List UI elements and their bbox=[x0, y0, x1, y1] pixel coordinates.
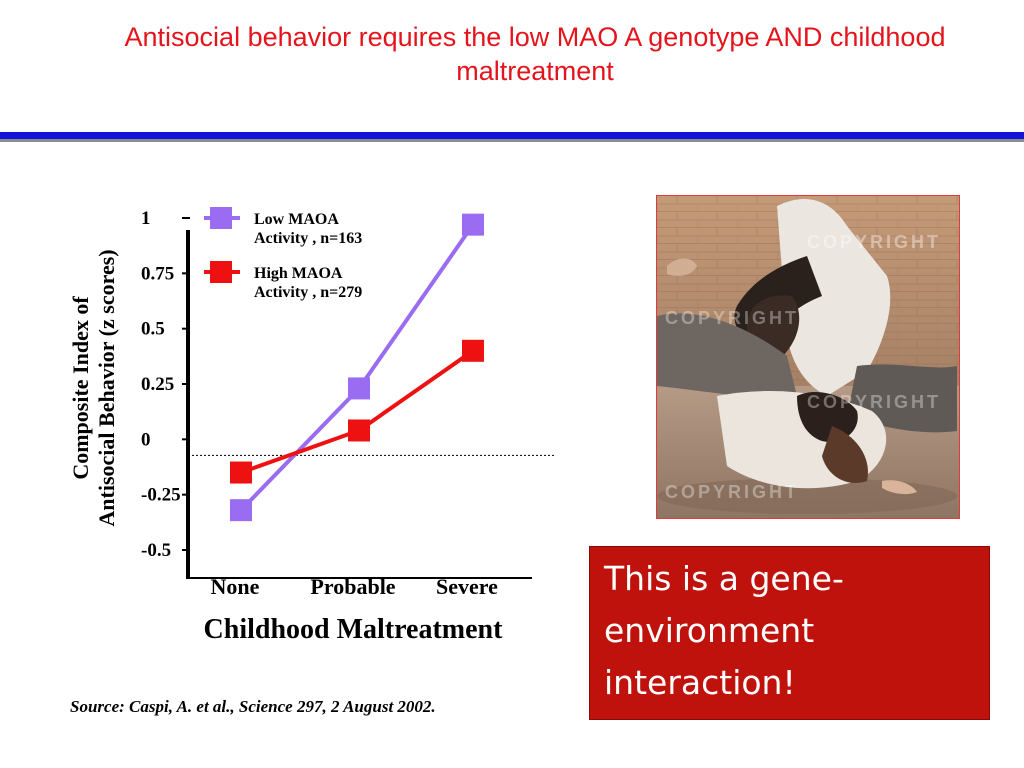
title-rule-shadow bbox=[0, 139, 1024, 142]
y-axis-label-line2: Antisocial Behavior (z scores) bbox=[94, 249, 119, 526]
data-point-marker bbox=[348, 419, 370, 442]
source-citation: Source: Caspi, A. et al., Science 297, 2… bbox=[70, 697, 436, 716]
title-rule bbox=[0, 132, 1024, 139]
slide-title: Antisocial behavior requires the low MAO… bbox=[124, 22, 946, 86]
data-point-marker bbox=[462, 339, 484, 362]
x-axis-label: Childhood Maltreatment bbox=[204, 614, 504, 645]
x-tick-label: None bbox=[211, 574, 260, 599]
data-point-marker bbox=[230, 461, 252, 484]
y-tick-label: 0.5 bbox=[141, 319, 165, 340]
y-tick-label: 1 bbox=[141, 208, 151, 229]
photo-illustration: COPYRIGHT COPYRIGHT COPYRIGHT COPYRIGHT bbox=[657, 196, 959, 518]
legend-label: Low MAOA Activity , n=163 bbox=[254, 211, 362, 247]
y-tick-label: 0.25 bbox=[141, 374, 174, 395]
series-line bbox=[240, 349, 475, 475]
x-tick-label: Severe bbox=[436, 574, 498, 599]
legend-swatch-marker bbox=[210, 261, 232, 283]
data-point-marker bbox=[348, 377, 370, 400]
photo-watermark: COPYRIGHT bbox=[665, 482, 799, 502]
y-tick-label: 0.75 bbox=[141, 263, 174, 284]
callout-box: This is a gene- environment interaction! bbox=[589, 546, 990, 720]
legend-swatch-marker bbox=[210, 207, 232, 229]
legend-label: High MAOA Activity , n=279 bbox=[254, 265, 362, 301]
photo-watermark: COPYRIGHT bbox=[665, 308, 799, 328]
photo-fight-scene: COPYRIGHT COPYRIGHT COPYRIGHT COPYRIGHT bbox=[656, 195, 960, 519]
data-point-marker bbox=[230, 499, 252, 522]
y-axis-label-line1: Composite Index of bbox=[68, 296, 93, 480]
y-tick-label: -0.25 bbox=[141, 485, 181, 506]
x-tick-label: Probable bbox=[310, 574, 395, 599]
photo-watermark: COPYRIGHT bbox=[807, 392, 941, 412]
y-tick-label: 0 bbox=[141, 429, 151, 450]
photo-watermark: COPYRIGHT bbox=[807, 232, 941, 252]
y-tick-label: -0.5 bbox=[141, 540, 171, 561]
data-point-marker bbox=[462, 213, 484, 236]
